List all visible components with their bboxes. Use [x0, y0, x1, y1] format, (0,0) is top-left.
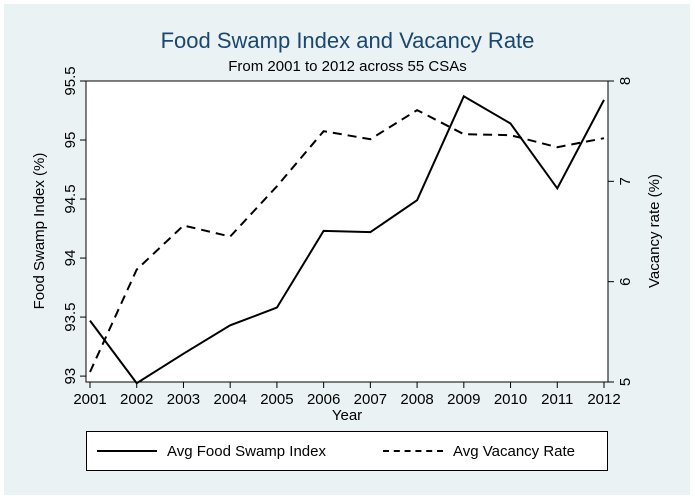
x-tick-label: 2003 — [167, 391, 200, 408]
y-right-tick-label: 5 — [617, 378, 634, 386]
legend-item-food-swamp: Avg Food Swamp Index — [97, 432, 326, 470]
x-tick-label: 2010 — [494, 391, 527, 408]
legend-label: Avg Vacancy Rate — [453, 442, 576, 460]
y-left-tick-label: 93.5 — [62, 302, 79, 331]
right-axis: 5 6 7 8 — [608, 77, 634, 386]
x-tick-label: 2012 — [587, 391, 620, 408]
y-right-tick-label: 6 — [617, 277, 634, 285]
x-axis-label: Year — [332, 407, 362, 424]
legend-label: Avg Food Swamp Index — [167, 442, 326, 460]
x-tick-label: 2011 — [541, 391, 573, 408]
legend-swatch-dashed — [383, 450, 443, 452]
left-axis: 93 93.5 94 94.5 95 95.5 — [62, 66, 86, 384]
x-axis: 2001 2002 2003 2004 2005 2006 2007 2008 2009 2010… — [73, 382, 621, 408]
legend: Avg Food Swamp Index Avg Vacancy Rate — [86, 431, 608, 471]
series-lines — [89, 94, 605, 385]
y-left-tick-label: 94.5 — [62, 184, 79, 213]
x-tick-label: 2004 — [213, 391, 246, 408]
y-left-tick-label: 94 — [62, 250, 79, 267]
y-axis-right-label: Vacancy rate (%) — [646, 174, 663, 288]
legend-item-vacancy: Avg Vacancy Rate — [383, 432, 575, 470]
y-left-tick-label: 93 — [62, 368, 79, 385]
chart-subtitle: From 2001 to 2012 across 55 CSAs — [228, 58, 467, 75]
x-tick-label: 2002 — [120, 391, 153, 408]
legend-swatch-solid — [97, 450, 157, 452]
y-axis-left-label: Food Swamp Index (%) — [31, 153, 48, 310]
x-tick-label: 2005 — [260, 391, 293, 408]
chart-title: Food Swamp Index and Vacancy Rate — [160, 28, 535, 53]
y-left-tick-label: 95 — [62, 132, 79, 149]
x-tick-label: 2008 — [400, 391, 433, 408]
x-tick-label: 2006 — [307, 391, 340, 408]
series-line-vacancy-rate — [89, 108, 605, 373]
y-right-tick-label: 7 — [617, 177, 634, 185]
y-right-tick-label: 8 — [617, 77, 634, 85]
y-left-tick-label: 95.5 — [62, 66, 79, 95]
x-tick-label: 2007 — [354, 391, 387, 408]
x-tick-label: 2009 — [447, 391, 480, 408]
series-line-food-swamp-index — [89, 94, 605, 385]
x-tick-label: 2001 — [73, 391, 106, 408]
